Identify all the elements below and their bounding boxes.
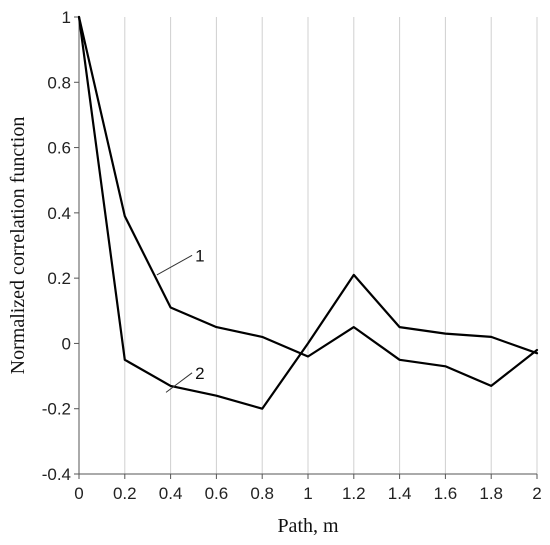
y-axis-title: Normalized correlation function bbox=[7, 117, 29, 375]
tick-marks bbox=[74, 16, 538, 479]
x-tick-label: 1.8 bbox=[479, 484, 503, 503]
grid-lines bbox=[124, 17, 538, 474]
series-label-leader-2 bbox=[165, 372, 193, 393]
y-tick-label: 0.4 bbox=[47, 204, 71, 223]
x-tick-label: 1 bbox=[303, 484, 312, 503]
x-tick-label: 0.2 bbox=[113, 484, 137, 503]
x-tick-label: 1.6 bbox=[434, 484, 458, 503]
x-tick-label: 1.2 bbox=[342, 484, 366, 503]
series-lines bbox=[77, 15, 539, 410]
series-label-1: 1 bbox=[195, 246, 204, 265]
y-tick-label: 0.8 bbox=[47, 73, 71, 92]
x-tick-label: 0 bbox=[74, 484, 83, 503]
x-axis-title: Path, m bbox=[277, 515, 339, 537]
x-tick-label: 0.8 bbox=[250, 484, 274, 503]
y-tick-label: 0.6 bbox=[47, 139, 71, 158]
series-line-1 bbox=[77, 15, 539, 387]
x-tick-labels: 0 0.2 0.4 0.6 0.8 1 1.2 1.4 1.6 1.8 2 bbox=[74, 484, 541, 503]
y-tick-label: 1 bbox=[62, 8, 71, 27]
series-label-2: 2 bbox=[195, 364, 204, 383]
y-tick-label: -0.4 bbox=[42, 465, 71, 484]
x-tick-label: 0.4 bbox=[159, 484, 183, 503]
series-labels: 12 bbox=[156, 246, 205, 393]
y-tick-label: 0.2 bbox=[47, 269, 71, 288]
y-tick-label: -0.2 bbox=[42, 400, 71, 419]
x-tick-label: 0.6 bbox=[205, 484, 229, 503]
series-label-leader-1 bbox=[156, 254, 193, 276]
x-tick-label: 2 bbox=[532, 484, 541, 503]
y-tick-label: 0 bbox=[62, 334, 71, 353]
y-tick-labels: -0.4 -0.2 0 0.2 0.4 0.6 0.8 1 bbox=[42, 8, 71, 484]
series-line-2 bbox=[77, 15, 539, 410]
x-tick-label: 1.4 bbox=[388, 484, 412, 503]
